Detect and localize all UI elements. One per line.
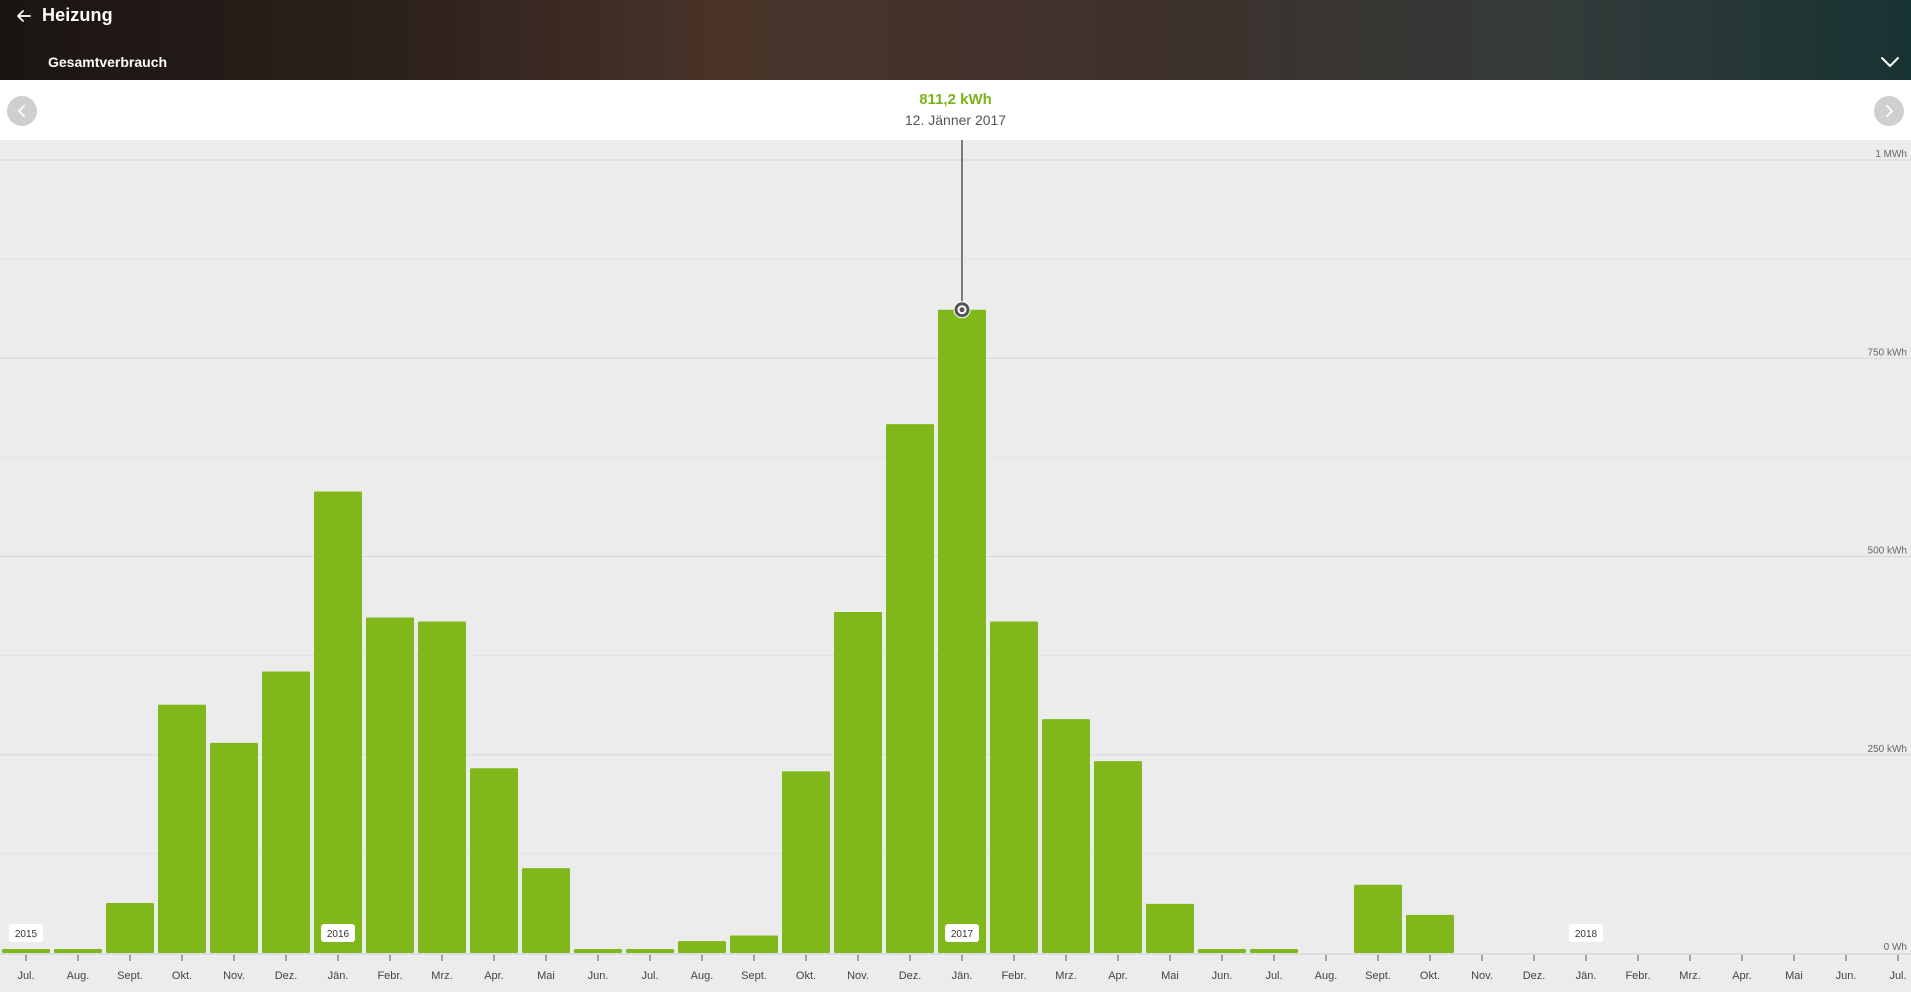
year-marker: 2017 xyxy=(945,924,979,942)
bar[interactable] xyxy=(314,491,362,953)
x-tick-label: Apr. xyxy=(1108,970,1128,982)
page-title: Heizung xyxy=(42,5,113,25)
year-marker-box xyxy=(9,924,43,942)
bar[interactable] xyxy=(730,935,778,953)
x-tick-label: Jän. xyxy=(328,970,349,982)
year-marker: 2015 xyxy=(9,924,43,942)
x-tick-label: Aug. xyxy=(691,970,714,982)
x-tick-label: Okt. xyxy=(172,970,192,982)
x-tick-label: Mai xyxy=(1161,970,1179,982)
selected-value: 811,2 kWh xyxy=(919,91,992,108)
x-tick-label: Aug. xyxy=(1315,970,1338,982)
arrow-left-icon xyxy=(17,10,31,22)
bar[interactable] xyxy=(366,617,414,953)
x-tick-label: Febr. xyxy=(377,970,402,982)
x-tick-label: Jun. xyxy=(1836,970,1857,982)
bar[interactable] xyxy=(626,949,674,953)
year-marker-box xyxy=(945,924,979,942)
x-tick-label: Jän. xyxy=(1576,970,1597,982)
chevron-left-icon xyxy=(18,105,25,117)
bar[interactable] xyxy=(938,309,986,953)
bar[interactable] xyxy=(990,621,1038,953)
x-tick-label: Apr. xyxy=(484,970,504,982)
app-header: Heizung Gesamtverbrauch xyxy=(0,0,1911,80)
x-tick-label: Febr. xyxy=(1001,970,1026,982)
bar[interactable] xyxy=(1146,903,1194,953)
bar[interactable] xyxy=(1406,914,1454,953)
bar[interactable] xyxy=(210,742,258,953)
x-tick-label: Dez. xyxy=(899,970,922,982)
y-tick-label: 500 kWh xyxy=(1868,546,1907,557)
bar[interactable] xyxy=(782,771,830,953)
view-dropdown-label: Gesamtverbrauch xyxy=(48,54,168,70)
x-tick-label: Mai xyxy=(537,970,555,982)
x-tick-label: Mrz. xyxy=(431,970,452,982)
selection-info-bar: 811,2 kWh 12. Jänner 2017 xyxy=(0,80,1911,140)
x-tick-label: Nov. xyxy=(1471,970,1493,982)
x-tick-label: Jul. xyxy=(17,970,34,982)
selected-date: 12. Jänner 2017 xyxy=(904,112,1007,128)
x-tick-label: Nov. xyxy=(847,970,869,982)
bar[interactable] xyxy=(522,868,570,953)
x-tick-label: Jän. xyxy=(952,970,973,982)
x-tick-label: Sept. xyxy=(117,970,143,982)
bar[interactable] xyxy=(1354,884,1402,953)
consumption-bar-chart[interactable]: 1 MWh 750 kWh 500 kWh 250 kWh 0 Wh Jul. Aug. Se… xyxy=(0,140,1911,992)
bar[interactable] xyxy=(886,424,934,954)
x-tick-label: Dez. xyxy=(275,970,298,982)
year-marker-box xyxy=(321,924,355,942)
year-marker-label: 2015 xyxy=(15,929,38,940)
year-marker-box xyxy=(1569,924,1603,942)
bar[interactable] xyxy=(1094,761,1142,953)
next-period-button[interactable] xyxy=(1874,96,1904,126)
bar[interactable] xyxy=(418,621,466,953)
x-tick-label: Jun. xyxy=(588,970,609,982)
x-tick-label: Okt. xyxy=(796,970,816,982)
x-tick-label: Sept. xyxy=(741,970,767,982)
x-tick-label: Jul. xyxy=(1265,970,1282,982)
x-tick-label: Sept. xyxy=(1365,970,1391,982)
bar[interactable] xyxy=(106,903,154,953)
year-marker-label: 2017 xyxy=(951,929,974,940)
y-tick-label: 0 Wh xyxy=(1884,942,1907,953)
y-tick-label: 1 MWh xyxy=(1875,149,1907,160)
bar[interactable] xyxy=(1198,949,1246,953)
bar[interactable] xyxy=(834,612,882,953)
selection-marker-dot xyxy=(959,307,965,313)
x-tick-label: Jul. xyxy=(641,970,658,982)
previous-period-button[interactable] xyxy=(7,96,37,126)
y-tick-label: 750 kWh xyxy=(1868,347,1907,358)
x-tick-label: Apr. xyxy=(1732,970,1752,982)
x-tick-label: Jun. xyxy=(1212,970,1233,982)
year-marker: 2016 xyxy=(321,924,355,942)
bar[interactable] xyxy=(2,949,50,953)
bar[interactable] xyxy=(158,704,206,953)
chevron-right-icon xyxy=(1886,105,1893,117)
x-tick-label: Mai xyxy=(1785,970,1803,982)
bar[interactable] xyxy=(262,671,310,953)
x-tick-label: Jul. xyxy=(1889,970,1906,982)
view-dropdown[interactable]: Gesamtverbrauch xyxy=(0,44,1911,80)
chevron-down-icon xyxy=(1881,57,1899,67)
x-tick-label: Dez. xyxy=(1523,970,1546,982)
x-tick-label: Febr. xyxy=(1625,970,1650,982)
x-tick-label: Aug. xyxy=(67,970,90,982)
x-tick-label: Nov. xyxy=(223,970,245,982)
bar[interactable] xyxy=(1042,719,1090,953)
year-marker-label: 2018 xyxy=(1575,929,1598,940)
x-tick-label: Mrz. xyxy=(1679,970,1700,982)
bar[interactable] xyxy=(1250,949,1298,953)
bar[interactable] xyxy=(574,949,622,953)
back-button[interactable] xyxy=(8,2,40,30)
y-tick-label: 250 kWh xyxy=(1868,744,1907,755)
bar[interactable] xyxy=(678,941,726,953)
bar[interactable] xyxy=(470,768,518,953)
bar[interactable] xyxy=(54,949,102,953)
year-marker: 2018 xyxy=(1569,924,1603,942)
year-marker-label: 2016 xyxy=(327,929,350,940)
x-tick-label: Okt. xyxy=(1420,970,1440,982)
x-tick-label: Mrz. xyxy=(1055,970,1076,982)
